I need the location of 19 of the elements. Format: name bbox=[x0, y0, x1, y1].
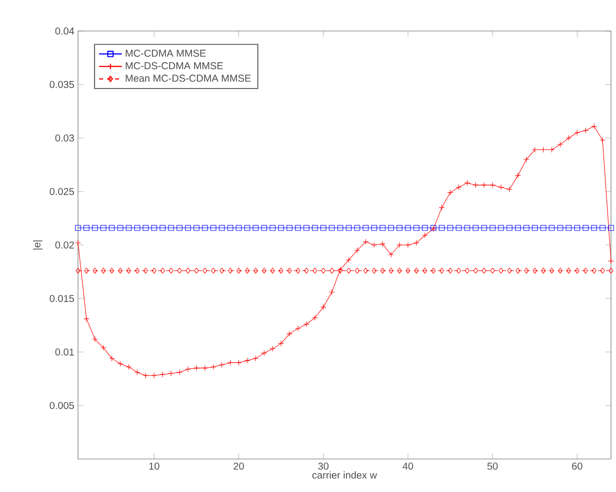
y-tick-label: 0.015 bbox=[50, 294, 74, 302]
y-axis-title: |e| bbox=[33, 240, 42, 250]
y-tick-label: 0.03 bbox=[55, 134, 74, 142]
x-tick-label: 30 bbox=[318, 462, 329, 470]
y-tick-label: 0.025 bbox=[50, 188, 74, 196]
y-tick-label: 0.035 bbox=[50, 80, 74, 88]
x-tick-label: 10 bbox=[149, 462, 160, 470]
x-tick-label: 20 bbox=[234, 462, 244, 470]
x-tick-label: 50 bbox=[487, 462, 498, 470]
legend-label: MC-DS-CDMA MMSE bbox=[126, 62, 223, 70]
y-tick-label: 0.02 bbox=[55, 241, 74, 249]
x-tick-label: 60 bbox=[572, 462, 582, 470]
x-tick-label: 40 bbox=[402, 462, 414, 470]
y-tick-label: 0.01 bbox=[55, 348, 74, 356]
y-tick-label: 0.005 bbox=[50, 402, 74, 410]
legend-label: Mean MC-DS-CDMA MMSE bbox=[126, 74, 251, 82]
y-tick-label: 0.04 bbox=[55, 27, 74, 35]
x-axis-title: carrier index w bbox=[312, 471, 378, 479]
legend-label: MC-CDMA MMSE bbox=[126, 50, 206, 57]
